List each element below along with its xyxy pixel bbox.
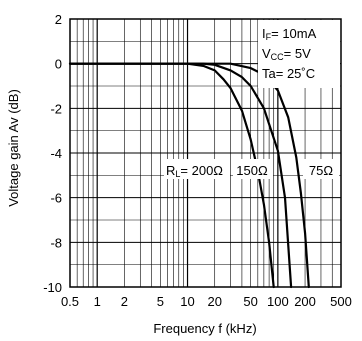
condition-text: VCC= 5V [262, 46, 311, 62]
y-axis-label: Voltage gain Av (dB) [6, 89, 21, 207]
x-tick-label: 500 [330, 294, 352, 309]
x-tick-label: 0.5 [61, 294, 79, 309]
series-line [68, 62, 275, 289]
series-label-75: 75Ω [309, 163, 333, 178]
conditions-box [258, 20, 340, 88]
plot-frame [69, 18, 342, 288]
y-tick-label: -10 [43, 280, 62, 295]
x-tick-label: 100 [267, 294, 289, 309]
y-tick-label: 2 [55, 12, 62, 27]
test-conditions-legend: IF= 10mA VCC= 5V Ta= 25˚C [258, 20, 340, 88]
x-tick-label: 50 [243, 294, 257, 309]
y-tick-label: 0 [55, 57, 62, 72]
condition-text: IF= 10mA [262, 26, 317, 42]
x-tick-label: 5 [157, 294, 164, 309]
x-tick-label: 200 [294, 294, 316, 309]
series-label-bg [164, 159, 230, 179]
condition-text: Ta= 25˚C [262, 66, 315, 81]
series-label-200: RL= 200Ω [166, 163, 223, 179]
x-axis-label: Frequency f (kHz) [153, 321, 256, 336]
series-line [68, 62, 310, 289]
series-label-bg [303, 159, 339, 179]
x-tick-label: 1 [94, 294, 101, 309]
y-tick-label: -2 [50, 101, 62, 116]
x-tick-label: 20 [207, 294, 221, 309]
series-lines [68, 62, 310, 289]
series-label-bg [233, 159, 273, 179]
x-tick-label: 10 [180, 294, 194, 309]
series-label-150: 150Ω [236, 163, 268, 178]
y-tick-label: -4 [50, 146, 62, 161]
y-tick-label: -8 [50, 235, 62, 250]
y-tick-label: -6 [50, 191, 62, 206]
x-tick-label: 2 [121, 294, 128, 309]
series-labels: RL= 200Ω 150Ω 75Ω [164, 159, 339, 179]
